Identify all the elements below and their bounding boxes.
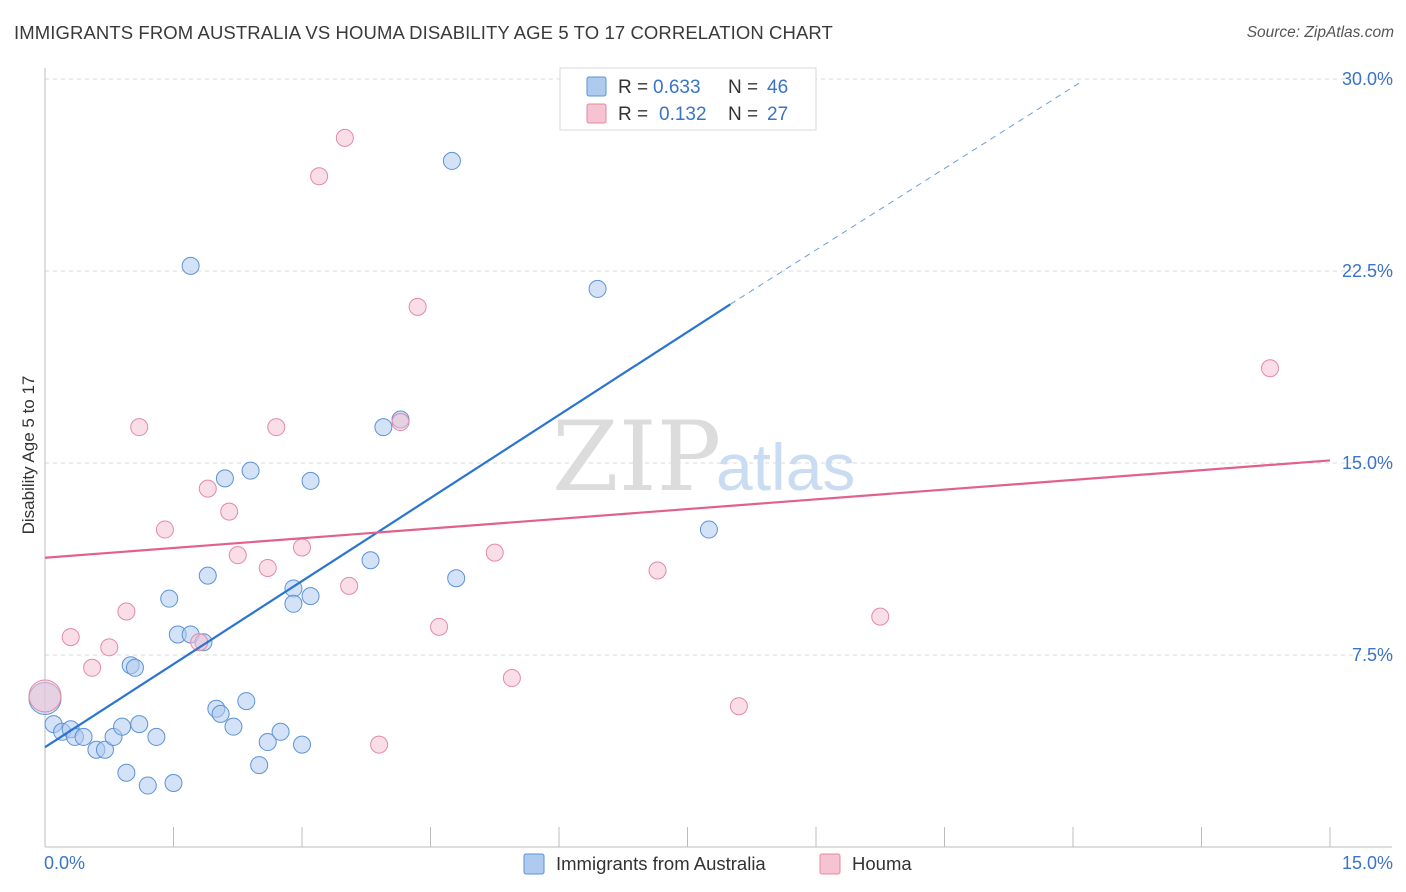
data-point-houma xyxy=(198,479,217,498)
data-point-australia xyxy=(160,589,179,608)
y-tick-label: 7.5% xyxy=(1352,645,1393,665)
data-point-houma xyxy=(130,418,149,437)
data-point-houma xyxy=(220,502,239,521)
y-tick-label: 15.0% xyxy=(1342,453,1393,473)
data-point-australia xyxy=(130,715,149,734)
data-point-houma xyxy=(871,607,890,626)
data-point-houma xyxy=(648,561,667,580)
trend-line-houma xyxy=(44,459,1331,559)
data-point-australia xyxy=(361,551,380,570)
data-point-australia xyxy=(301,587,320,606)
data-point-houma xyxy=(335,128,354,147)
data-point-houma xyxy=(293,538,311,557)
data-point-houma xyxy=(502,669,521,688)
data-point-australia xyxy=(138,776,157,795)
data-point-houma xyxy=(408,297,427,316)
source-credit: Source: ZipAtlas.com xyxy=(1246,24,1394,41)
legend-n-value: 27 xyxy=(767,104,788,125)
data-point-australia xyxy=(284,594,303,613)
data-point-australia xyxy=(271,722,290,741)
data-point-australia xyxy=(301,471,320,490)
trend-lines xyxy=(44,81,1331,749)
bottom-legend-swatch-pink xyxy=(819,853,841,875)
legend-r-label: R = xyxy=(618,104,648,125)
y-axis-title: Disability Age 5 to 17 xyxy=(19,376,38,535)
data-point-houma xyxy=(729,697,748,716)
grid-lines xyxy=(45,78,1392,656)
trend-line-australia xyxy=(44,303,731,749)
data-point-houma xyxy=(155,520,174,539)
tick-labels: 7.5% 15.0% 22.5% 30.0% 0.0% 15.0% xyxy=(44,69,1393,873)
x-tick-label: 15.0% xyxy=(1342,853,1393,873)
legend-swatch-pink xyxy=(586,103,607,124)
data-point-australia xyxy=(117,763,136,782)
data-point-australia xyxy=(224,717,243,736)
legend-box: R = 0.633 N = 46 R = 0.132 N = 27 xyxy=(559,67,817,131)
data-point-houma xyxy=(61,628,80,647)
data-point-australia xyxy=(250,756,269,775)
bottom-legend-label-houma: Houma xyxy=(852,853,912,874)
legend-n-value: 46 xyxy=(767,77,788,98)
data-point-houma xyxy=(1261,359,1280,378)
bottom-legend-label-australia: Immigrants from Australia xyxy=(556,853,766,874)
data-point-australia xyxy=(258,733,277,752)
data-point-australia xyxy=(374,418,393,437)
data-point-australia xyxy=(181,256,200,275)
data-point-australia xyxy=(164,774,183,792)
data-point-australia xyxy=(113,717,132,736)
data-point-houma xyxy=(340,576,359,595)
data-point-australia xyxy=(293,735,311,754)
bottom-legend: Immigrants from Australia Houma xyxy=(523,853,912,875)
data-point-australia xyxy=(442,151,461,170)
data-point-houma xyxy=(370,735,389,754)
data-point-houma xyxy=(100,638,119,657)
data-point-houma xyxy=(485,543,504,562)
data-point-australia xyxy=(211,704,230,723)
y-tick-label: 22.5% xyxy=(1342,261,1393,281)
data-point-australia xyxy=(215,469,234,488)
legend-r-value: 0.132 xyxy=(659,104,707,125)
legend-n-label: N = xyxy=(728,77,758,98)
data-point-houma xyxy=(228,546,247,565)
data-point-houma xyxy=(391,413,410,432)
legend-r-value: 0.633 xyxy=(653,77,701,98)
data-point-australia xyxy=(699,520,718,539)
trend-extension-australia xyxy=(730,81,1082,305)
data-point-australia xyxy=(147,727,166,746)
axes xyxy=(44,68,1392,848)
data-point-australia xyxy=(74,727,93,746)
data-point-houma xyxy=(430,617,449,636)
y-tick-label: 30.0% xyxy=(1342,69,1393,89)
data-point-houma xyxy=(28,679,62,713)
data-point-australia xyxy=(95,740,114,759)
watermark-zip: ZIP xyxy=(552,401,721,513)
series-houma-points xyxy=(28,128,1280,754)
chart-title: IMMIGRANTS FROM AUSTRALIA VS HOUMA DISAB… xyxy=(14,22,833,43)
data-point-australia xyxy=(198,566,217,585)
legend-n-label: N = xyxy=(728,104,758,125)
data-point-australia xyxy=(125,658,144,677)
data-point-australia xyxy=(447,569,466,588)
data-point-houma xyxy=(310,167,329,186)
data-point-australia xyxy=(588,279,607,298)
data-point-houma xyxy=(117,602,136,621)
data-point-houma xyxy=(83,658,102,677)
bottom-legend-swatch-blue xyxy=(523,853,545,875)
data-point-houma xyxy=(267,418,286,437)
watermark-atlas: atlas xyxy=(716,430,855,504)
data-point-houma xyxy=(258,558,277,577)
data-point-australia xyxy=(237,692,256,711)
data-point-australia xyxy=(241,461,260,480)
legend-r-label: R = xyxy=(618,77,648,98)
x-tick-label: 0.0% xyxy=(44,853,85,873)
legend-swatch-blue xyxy=(586,76,607,97)
